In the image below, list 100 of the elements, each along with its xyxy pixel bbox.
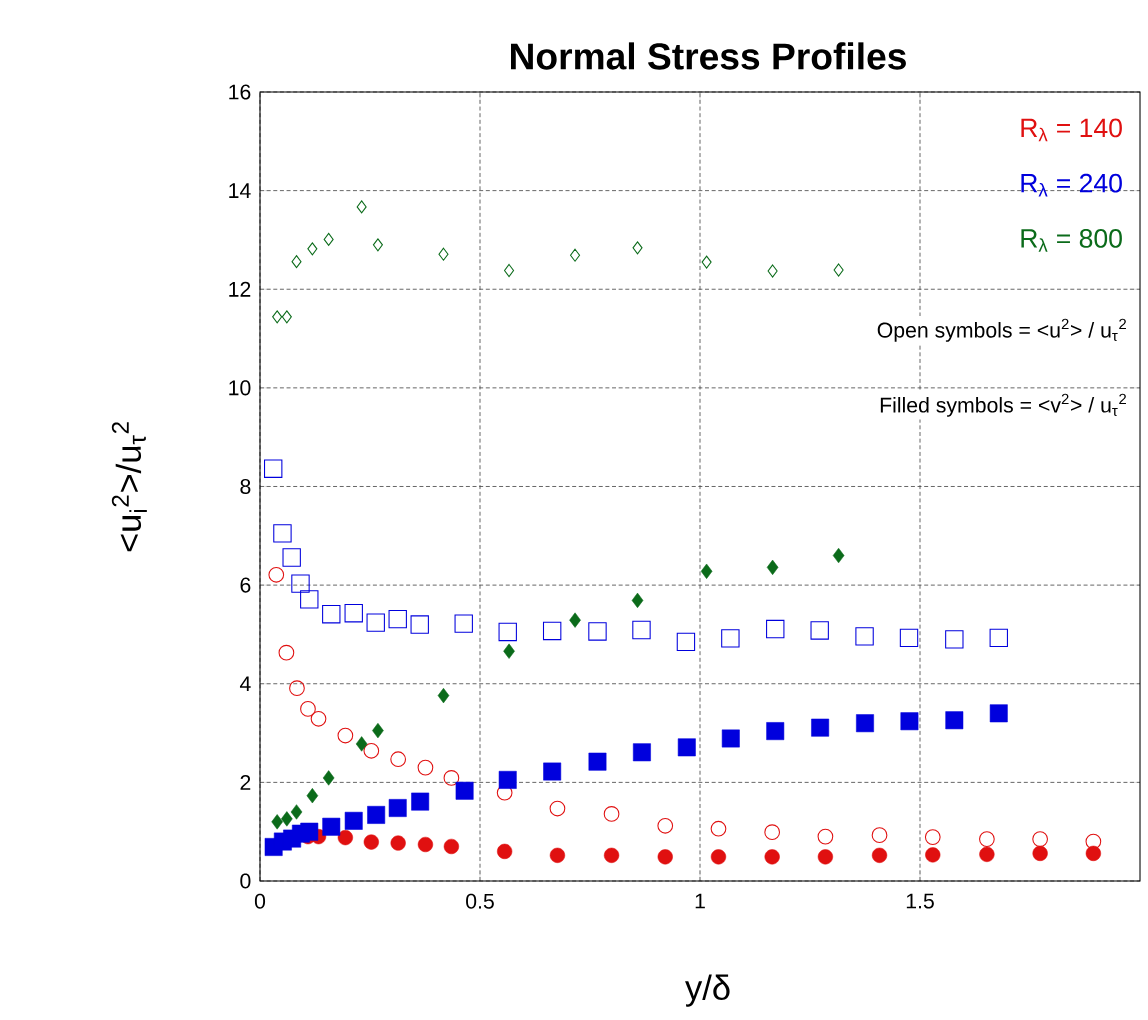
point <box>264 459 283 478</box>
y-tick-label: 2 <box>240 774 251 790</box>
point <box>363 742 380 759</box>
point <box>871 827 888 843</box>
point <box>278 644 295 661</box>
point <box>290 804 303 820</box>
point <box>372 722 384 739</box>
x-tick-label: 1 <box>695 893 705 909</box>
point <box>856 714 874 733</box>
point <box>833 263 844 277</box>
text: R$_{λ}$ = 240 <box>1021 173 1122 197</box>
point <box>438 247 449 261</box>
point <box>979 831 995 847</box>
point <box>344 811 363 830</box>
point <box>925 847 941 863</box>
point <box>366 613 385 632</box>
point <box>437 687 450 704</box>
point <box>855 627 874 646</box>
point <box>588 752 607 771</box>
point <box>710 849 727 865</box>
y-tick-label: 14 <box>229 183 251 198</box>
point <box>300 701 316 717</box>
point <box>549 847 566 863</box>
x-tick-label: 1.5 <box>906 893 934 909</box>
point <box>632 241 643 255</box>
y-tick-label: 6 <box>240 577 251 593</box>
point <box>306 788 319 804</box>
point <box>323 232 334 246</box>
point <box>289 680 305 697</box>
point <box>503 643 515 659</box>
point <box>337 727 354 744</box>
point <box>356 200 367 214</box>
point <box>498 770 517 789</box>
point <box>272 310 283 324</box>
point <box>322 605 341 624</box>
point <box>810 621 829 640</box>
point <box>817 849 834 865</box>
point <box>410 615 429 634</box>
point <box>443 770 460 786</box>
x-axis-title: y/δ <box>685 974 730 1007</box>
point <box>498 622 517 642</box>
annotation: Open symbols = <u$^{2}$> / u$_{τ}$2 <box>877 318 1126 342</box>
y-tick-label: 10 <box>229 380 251 396</box>
point <box>337 830 353 846</box>
point <box>924 829 941 845</box>
point <box>588 622 607 641</box>
y-tick-label: 8 <box>240 478 251 495</box>
point <box>307 242 318 256</box>
point <box>1085 833 1102 850</box>
point <box>504 263 515 278</box>
point <box>603 847 620 863</box>
point <box>388 609 407 629</box>
point <box>542 621 562 641</box>
point <box>764 824 781 841</box>
point <box>900 712 919 731</box>
point <box>721 729 740 748</box>
point <box>372 238 383 252</box>
y-tick-label: 12 <box>229 281 251 297</box>
point <box>832 547 845 564</box>
point <box>367 805 386 824</box>
point <box>363 834 379 850</box>
point <box>322 817 341 836</box>
point <box>632 620 651 640</box>
point <box>570 248 581 262</box>
y-axis-title: <u$_{i}$$^{2}$>/u$_{τ}$2 <box>111 422 147 552</box>
point <box>390 751 407 768</box>
point <box>676 632 696 652</box>
point <box>979 846 995 862</box>
point <box>455 781 474 800</box>
point <box>273 524 292 543</box>
point <box>1085 845 1101 861</box>
point <box>817 828 834 845</box>
point <box>291 574 310 593</box>
point <box>417 836 434 853</box>
point <box>701 255 712 269</box>
point <box>388 799 407 817</box>
point <box>1032 845 1048 861</box>
point <box>700 563 713 579</box>
point <box>899 628 919 648</box>
point <box>443 838 460 855</box>
point <box>291 255 302 269</box>
point <box>1032 831 1048 847</box>
point <box>766 722 785 741</box>
chart-title: Normal Stress Profiles <box>511 42 906 70</box>
point <box>677 738 696 757</box>
point <box>310 710 327 727</box>
point <box>989 704 1008 723</box>
x-tick-label: 0.5 <box>466 893 494 909</box>
annotation: Filled symbols = <v$^{2}$> / u$_{τ}$2 <box>880 393 1126 417</box>
point <box>569 612 581 628</box>
text: R$_{λ}$ = 140 <box>1021 118 1122 142</box>
point <box>603 806 620 822</box>
point <box>454 614 473 633</box>
point <box>710 820 727 837</box>
point <box>497 843 513 860</box>
point <box>871 847 888 863</box>
point <box>764 849 780 865</box>
point <box>322 770 335 786</box>
point <box>268 566 285 583</box>
point <box>721 629 740 648</box>
